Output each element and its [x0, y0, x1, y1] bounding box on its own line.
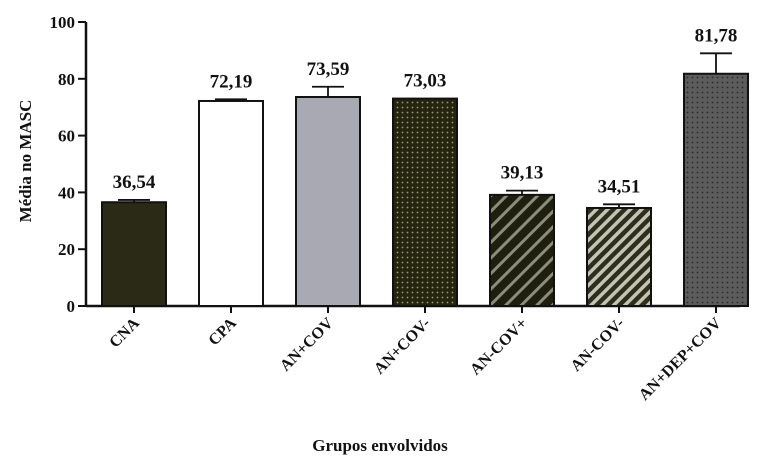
bar	[392, 97, 458, 307]
x-tick-label: CNA	[106, 314, 143, 351]
data-label: 72,19	[210, 71, 253, 92]
x-tick-label: AN+COV-	[371, 315, 434, 378]
bar	[586, 206, 652, 307]
x-tick-label: AN+DEP+COV	[636, 314, 725, 403]
bar	[489, 193, 555, 308]
y-tick-label: 80	[58, 70, 75, 89]
x-tick-label: AN+COV	[277, 314, 337, 374]
bar	[198, 99, 264, 308]
data-label: 34,51	[598, 176, 641, 197]
bar	[101, 201, 167, 307]
data-label: 73,03	[404, 71, 447, 92]
data-label: 73,59	[307, 59, 350, 80]
x-tick-label: AN-COV+	[467, 315, 531, 379]
y-tick-label: 20	[58, 240, 75, 259]
axes: 0 20 40 60 80 100	[50, 13, 740, 316]
y-axis-title: Média no MASC	[16, 100, 35, 223]
bars-group	[101, 52, 749, 308]
y-tick-label: 60	[58, 127, 75, 146]
x-tick-label: CPA	[205, 314, 240, 349]
y-tick-label: 40	[58, 183, 75, 202]
data-label: 39,13	[501, 163, 544, 184]
x-axis-title: Grupos envolvidos	[312, 436, 448, 455]
bar	[295, 96, 361, 308]
data-label: 81,78	[695, 25, 738, 46]
bar	[683, 72, 749, 307]
y-tick-label: 0	[67, 297, 76, 316]
y-tick-label: 100	[50, 13, 76, 32]
data-label: 36,54	[113, 172, 156, 193]
x-tick-label: AN-COV-	[568, 315, 628, 375]
